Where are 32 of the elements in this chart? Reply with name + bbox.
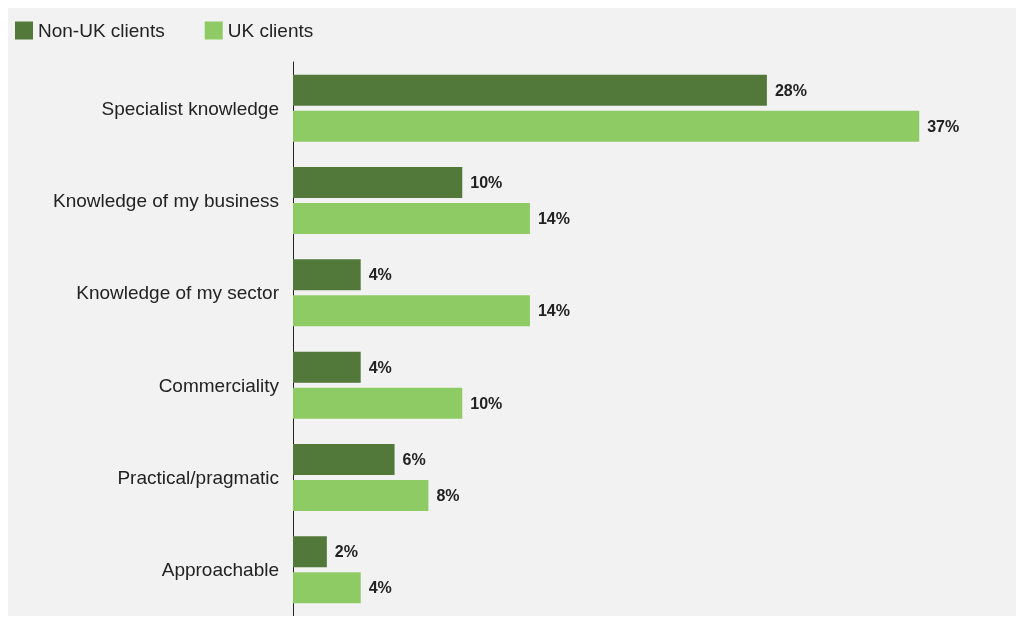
y-tick-label: Knowledge of my sector <box>76 282 280 304</box>
legend-label: UK clients <box>227 20 314 41</box>
y-tick-label: Commerciality <box>158 374 280 396</box>
bar <box>293 387 463 419</box>
y-tick-label: Specialist knowledge <box>101 97 279 119</box>
bar <box>293 479 429 511</box>
bar <box>293 572 361 604</box>
y-tick-label: Practical/pragmatic <box>117 467 279 488</box>
data-label: 2% <box>334 543 358 561</box>
bar <box>293 295 530 327</box>
legend-label: Non-UK clients <box>38 20 165 41</box>
data-label: 4% <box>368 358 392 376</box>
data-label: 8% <box>436 486 460 504</box>
bar <box>293 259 361 291</box>
y-tick-label: Knowledge of my business <box>52 190 279 211</box>
data-label: 37% <box>927 117 960 135</box>
bar <box>293 351 361 383</box>
data-label: 14% <box>537 209 570 227</box>
data-label: 10% <box>470 394 503 412</box>
bar <box>293 167 463 199</box>
bar <box>293 202 530 234</box>
data-label: 10% <box>470 174 503 192</box>
data-label: 4% <box>368 266 392 284</box>
data-label: 4% <box>368 579 392 597</box>
bar <box>293 536 327 568</box>
y-tick-label: Approachable <box>161 559 279 581</box>
data-label: 6% <box>402 451 426 469</box>
bar <box>293 74 767 106</box>
bar <box>293 110 920 142</box>
bar <box>293 444 395 476</box>
data-label: 28% <box>774 81 807 99</box>
data-label: 14% <box>537 302 570 320</box>
